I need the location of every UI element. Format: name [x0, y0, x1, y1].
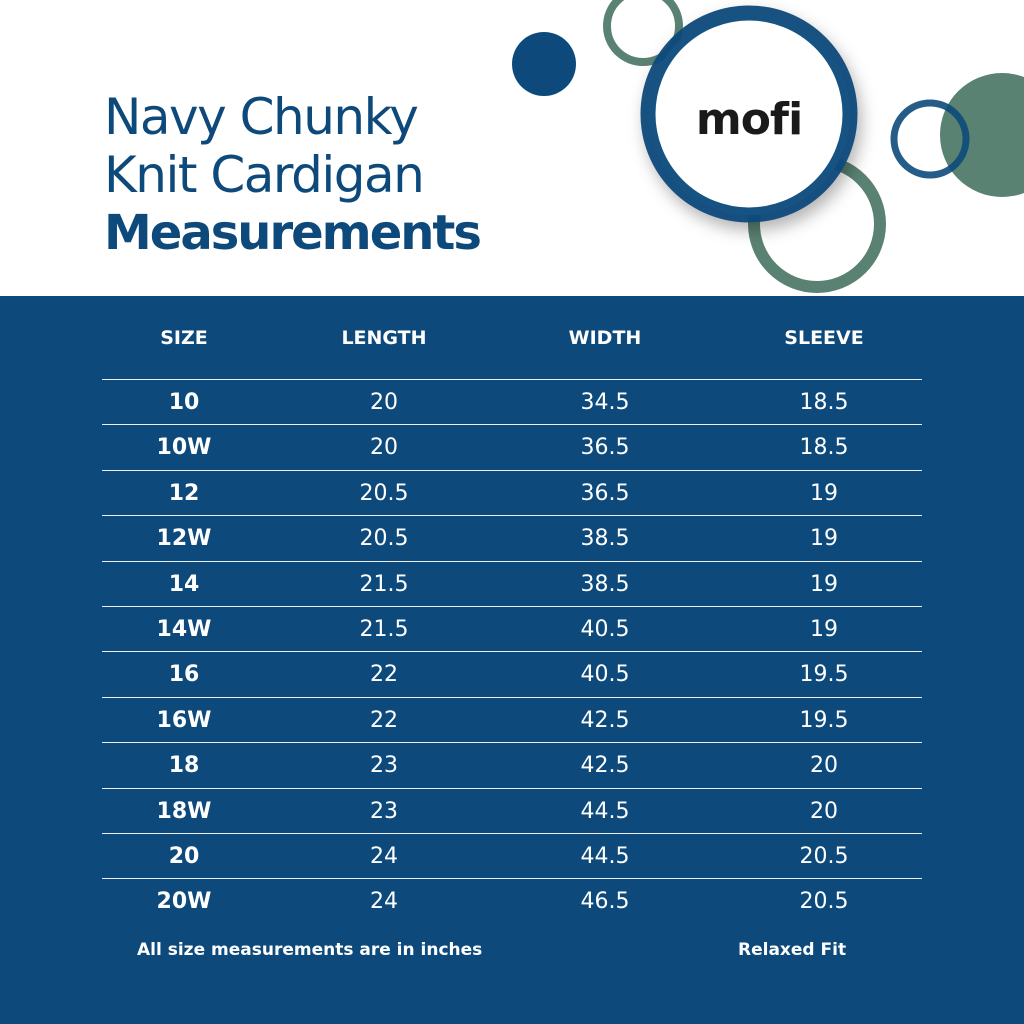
column-header: WIDTH	[568, 327, 642, 349]
logo-circle	[640, 5, 858, 223]
table-cell: 20.5	[359, 480, 409, 506]
table-cell: 19	[810, 617, 838, 642]
table-row: 14 21.5 38.5 19	[102, 560, 922, 607]
table-cell: 44.5	[580, 844, 630, 869]
table-cell: 22	[370, 662, 398, 688]
table-cell: 21.5	[359, 571, 409, 597]
table-cell: 20	[370, 390, 398, 415]
column-header: SLEEVE	[784, 327, 864, 349]
table-cell: 34.5	[580, 390, 630, 415]
mofi-logo: mofi	[696, 94, 802, 145]
navy-dot	[512, 32, 576, 96]
table-cell: 18W	[156, 798, 212, 824]
table-cell: 24	[370, 889, 398, 915]
table-cell: 46.5	[580, 889, 630, 915]
fit-label: Relaxed Fit	[738, 940, 847, 960]
table-cell: 38.5	[580, 526, 630, 552]
table-row: 14W 21.5 40.5 19	[102, 606, 922, 652]
table-cell: 44.5	[580, 798, 630, 824]
table-row: 16 22 40.5 19.5	[102, 651, 922, 697]
table-cell: 16	[168, 662, 200, 688]
table-cell: 20	[370, 435, 398, 461]
table-cell: 20	[168, 844, 200, 869]
table-cell: 22	[370, 707, 398, 733]
table-row: 16W 22 42.5 19.5	[102, 696, 922, 743]
title-line-3: Measurements	[104, 205, 482, 261]
decorative-circles: mofi	[512, 0, 1024, 293]
units-note: All size measurements are in inches	[137, 940, 483, 960]
table-cell: 42.5	[580, 707, 630, 733]
table-cell: 19	[810, 480, 838, 506]
table-cell: 12W	[156, 526, 212, 552]
table-cell: 14	[168, 571, 200, 597]
table-header: SIZE LENGTH WIDTH SLEEVE	[102, 316, 922, 361]
table-cell: 19	[810, 571, 838, 597]
title-line-1: Navy Chunky	[104, 88, 419, 146]
table-cell: 23	[370, 753, 398, 779]
navy-ring-small	[890, 99, 970, 179]
table-cell: 40.5	[580, 617, 630, 642]
table-row: 12 20.5 36.5 19	[102, 469, 922, 516]
table-cell: 20.5	[799, 844, 849, 869]
table-cell: 36.5	[580, 480, 630, 506]
table-cell: 20	[810, 798, 838, 824]
table-cell: 18.5	[799, 390, 849, 415]
table-row: 10 20 34.5 18.5	[102, 379, 922, 425]
page-title: Navy Chunky Knit Cardigan Measurements	[104, 88, 482, 262]
measurements-panel: SIZE LENGTH WIDTH SLEEVE 10 20 34.5 18.5 10W 20 3…	[0, 296, 1024, 1024]
table-row: 10W 20 36.5 18.5	[102, 424, 922, 470]
table-row: 12W 20.5 38.5 19	[102, 515, 922, 561]
table-cell: 20.5	[359, 526, 409, 552]
column-header: LENGTH	[341, 327, 427, 349]
table-cell: 40.5	[580, 662, 630, 688]
table-row: 18W 23 44.5 20	[102, 787, 922, 834]
table-row: 18 23 42.5 20	[102, 742, 922, 788]
table-cell: 36.5	[580, 435, 630, 461]
table-cell: 18	[168, 753, 200, 779]
table-cell: 23	[370, 798, 398, 824]
column-header: SIZE	[160, 327, 208, 349]
green-ring-top	[603, 0, 683, 66]
table-cell: 24	[370, 844, 398, 869]
table-cell: 42.5	[580, 753, 630, 779]
table-cell: 12	[168, 480, 200, 506]
table-row: 20W 24 46.5 20.5	[102, 878, 922, 924]
table-cell: 20	[810, 753, 838, 779]
table-row: 20 24 44.5 20.5	[102, 833, 922, 879]
table-cell: 10W	[156, 435, 212, 461]
table-cell: 10	[168, 390, 200, 415]
table-cell: 14W	[156, 617, 212, 642]
table-cell: 19.5	[799, 662, 849, 688]
table-cell: 18.5	[799, 435, 849, 461]
table-cell: 38.5	[580, 571, 630, 597]
table-cell: 20W	[156, 889, 212, 915]
table-cell: 21.5	[359, 617, 409, 642]
green-disc	[940, 73, 1024, 197]
table-cell: 19	[810, 526, 838, 552]
table-cell: 20.5	[799, 889, 849, 915]
title-line-2: Knit Cardigan	[104, 146, 425, 204]
table-cell: 16W	[156, 707, 212, 733]
table-cell: 19.5	[799, 707, 849, 733]
